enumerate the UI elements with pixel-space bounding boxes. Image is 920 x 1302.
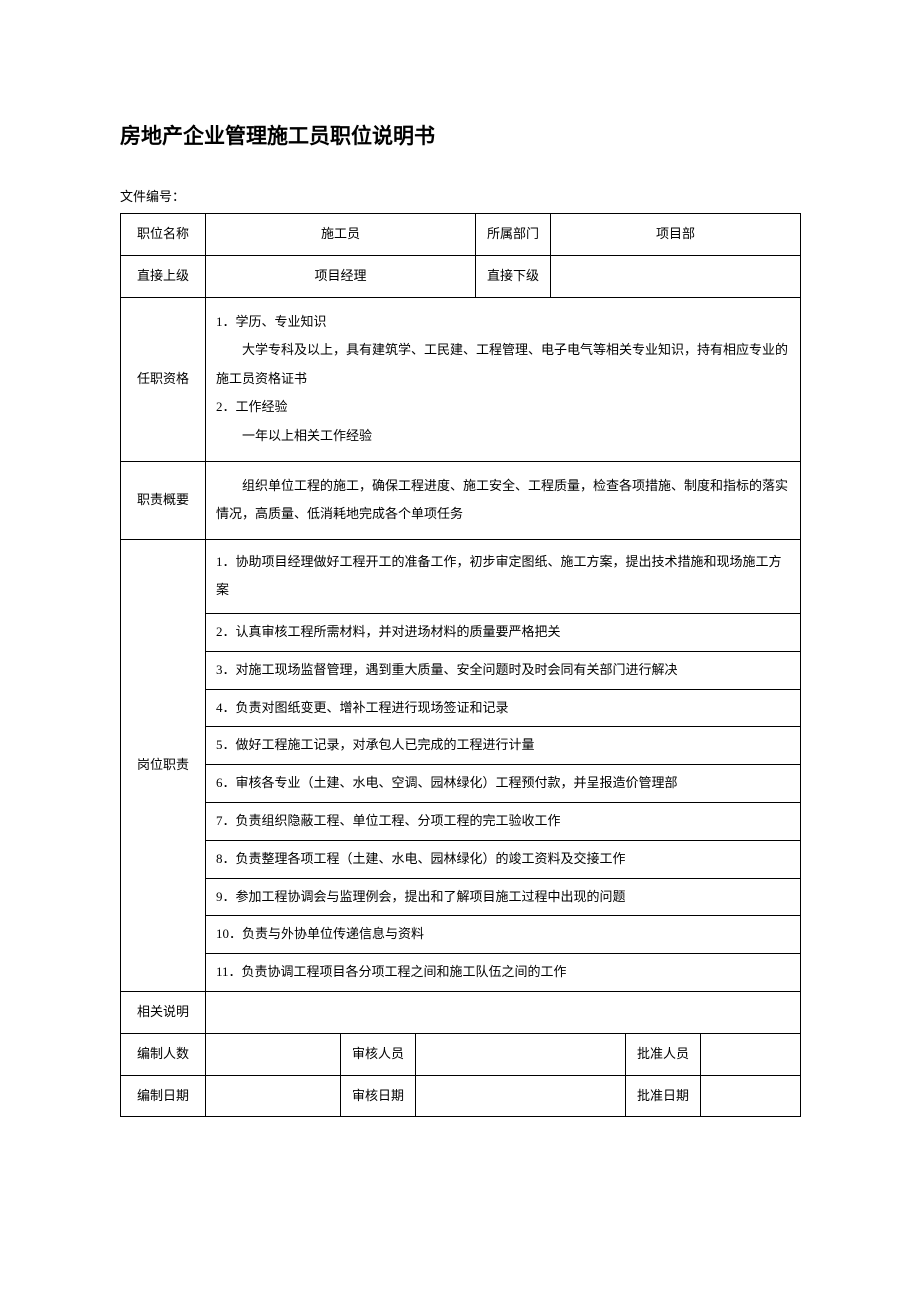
label-department: 所属部门 xyxy=(476,214,551,256)
label-compile-date: 编制日期 xyxy=(121,1075,206,1117)
value-compile-date xyxy=(206,1075,341,1117)
label-summary: 职责概要 xyxy=(121,461,206,539)
row-superior: 直接上级 项目经理 直接下级 xyxy=(121,255,801,297)
row-duty-6: 6．审核各专业（土建、水电、空调、园林绿化）工程预付款，并呈报造价管理部 xyxy=(121,765,801,803)
label-position-name: 职位名称 xyxy=(121,214,206,256)
duty-item-11: 11．负责协调工程项目各分项工程之间和施工队伍之间的工作 xyxy=(206,954,801,992)
duty-item-5: 5．做好工程施工记录，对承包人已完成的工程进行计量 xyxy=(206,727,801,765)
row-duty-1: 岗位职责 1．协助项目经理做好工程开工的准备工作，初步审定图纸、施工方案，提出技… xyxy=(121,539,801,613)
row-position-name: 职位名称 施工员 所属部门 项目部 xyxy=(121,214,801,256)
value-reviewer xyxy=(416,1033,626,1075)
label-superior: 直接上级 xyxy=(121,255,206,297)
value-department: 项目部 xyxy=(551,214,801,256)
label-remarks: 相关说明 xyxy=(121,991,206,1033)
value-compiler-count xyxy=(206,1033,341,1075)
row-summary: 职责概要 组织单位工程的施工，确保工程进度、施工安全、工程质量，检查各项措施、制… xyxy=(121,461,801,539)
value-subordinate xyxy=(551,255,801,297)
label-qualification: 任职资格 xyxy=(121,297,206,461)
duty-item-3: 3．对施工现场监督管理，遇到重大质量、安全问题时及时会同有关部门进行解决 xyxy=(206,651,801,689)
row-footer-1: 编制人数 审核人员 批准人员 xyxy=(121,1033,801,1075)
row-duty-9: 9．参加工程协调会与监理例会，提出和了解项目施工过程中出现的问题 xyxy=(121,878,801,916)
label-reviewer: 审核人员 xyxy=(341,1033,416,1075)
qualification-item1-title: 1．学历、专业知识 xyxy=(216,308,790,337)
label-compiler-count: 编制人数 xyxy=(121,1033,206,1075)
duty-item-6: 6．审核各专业（土建、水电、空调、园林绿化）工程预付款，并呈报造价管理部 xyxy=(206,765,801,803)
remarks-content xyxy=(206,991,801,1033)
row-duty-2: 2．认真审核工程所需材料，并对进场材料的质量要严格把关 xyxy=(121,613,801,651)
duty-item-8: 8．负责整理各项工程（土建、水电、园林绿化）的竣工资料及交接工作 xyxy=(206,840,801,878)
row-duty-3: 3．对施工现场监督管理，遇到重大质量、安全问题时及时会同有关部门进行解决 xyxy=(121,651,801,689)
qualification-content: 1．学历、专业知识 大学专科及以上，具有建筑学、工民建、工程管理、电子电气等相关… xyxy=(206,297,801,461)
duty-item-2: 2．认真审核工程所需材料，并对进场材料的质量要严格把关 xyxy=(206,613,801,651)
row-duty-5: 5．做好工程施工记录，对承包人已完成的工程进行计量 xyxy=(121,727,801,765)
label-subordinate: 直接下级 xyxy=(476,255,551,297)
value-position-name: 施工员 xyxy=(206,214,476,256)
row-qualification: 任职资格 1．学历、专业知识 大学专科及以上，具有建筑学、工民建、工程管理、电子… xyxy=(121,297,801,461)
summary-content: 组织单位工程的施工，确保工程进度、施工安全、工程质量，检查各项措施、制度和指标的… xyxy=(206,461,801,539)
value-review-date xyxy=(416,1075,626,1117)
qualification-item2-title: 2．工作经验 xyxy=(216,393,790,422)
row-duty-4: 4．负责对图纸变更、增补工程进行现场签证和记录 xyxy=(121,689,801,727)
label-approve-date: 批准日期 xyxy=(626,1075,701,1117)
qualification-item2-content: 一年以上相关工作经验 xyxy=(216,422,790,451)
row-remarks: 相关说明 xyxy=(121,991,801,1033)
document-title: 房地产企业管理施工员职位说明书 xyxy=(120,120,800,150)
duty-item-7: 7．负责组织隐蔽工程、单位工程、分项工程的完工验收工作 xyxy=(206,802,801,840)
qualification-item1-content: 大学专科及以上，具有建筑学、工民建、工程管理、电子电气等相关专业知识，持有相应专… xyxy=(216,336,790,393)
job-description-table: 职位名称 施工员 所属部门 项目部 直接上级 项目经理 直接下级 任职资格 1．… xyxy=(120,213,801,1117)
label-duties: 岗位职责 xyxy=(121,539,206,991)
label-review-date: 审核日期 xyxy=(341,1075,416,1117)
duty-item-4: 4．负责对图纸变更、增补工程进行现场签证和记录 xyxy=(206,689,801,727)
duty-item-1: 1．协助项目经理做好工程开工的准备工作，初步审定图纸、施工方案，提出技术措施和现… xyxy=(206,539,801,613)
row-duty-11: 11．负责协调工程项目各分项工程之间和施工队伍之间的工作 xyxy=(121,954,801,992)
value-superior: 项目经理 xyxy=(206,255,476,297)
duty-item-10: 10．负责与外协单位传递信息与资料 xyxy=(206,916,801,954)
row-footer-2: 编制日期 审核日期 批准日期 xyxy=(121,1075,801,1117)
value-approver xyxy=(701,1033,801,1075)
value-approve-date xyxy=(701,1075,801,1117)
row-duty-8: 8．负责整理各项工程（土建、水电、园林绿化）的竣工资料及交接工作 xyxy=(121,840,801,878)
duty-item-9: 9．参加工程协调会与监理例会，提出和了解项目施工过程中出现的问题 xyxy=(206,878,801,916)
row-duty-7: 7．负责组织隐蔽工程、单位工程、分项工程的完工验收工作 xyxy=(121,802,801,840)
label-approver: 批准人员 xyxy=(626,1033,701,1075)
file-number-label: 文件编号： xyxy=(120,186,800,205)
row-duty-10: 10．负责与外协单位传递信息与资料 xyxy=(121,916,801,954)
